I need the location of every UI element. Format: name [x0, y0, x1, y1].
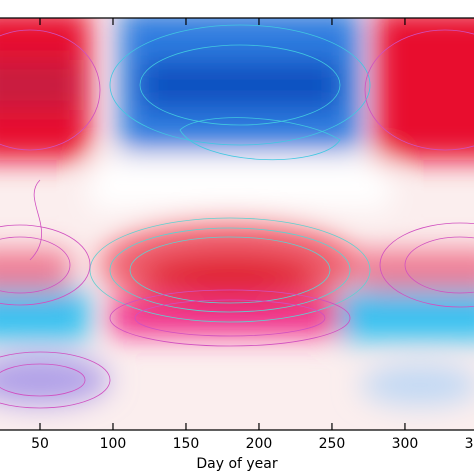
x-tick-label: 250 [319, 436, 346, 452]
contour-lines [0, 24, 474, 409]
x-axis-label: Day of year [196, 456, 278, 472]
field-shading [0, 18, 474, 405]
x-tick-label: 100 [100, 436, 127, 452]
x-tick-label: 150 [173, 436, 200, 452]
x-tick-label: 300 [392, 436, 419, 452]
field [0, 18, 474, 430]
x-tick-label: 350 [465, 436, 474, 452]
x-tick-label: 200 [246, 436, 273, 452]
x-tick-label: 50 [31, 436, 49, 452]
